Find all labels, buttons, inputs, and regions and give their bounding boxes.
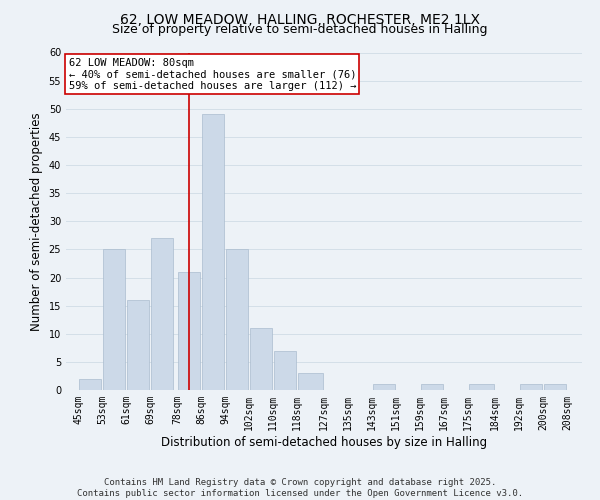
Bar	[373, 384, 395, 390]
Bar	[274, 350, 296, 390]
Bar	[79, 379, 101, 390]
Bar	[544, 384, 566, 390]
Text: 62, LOW MEADOW, HALLING, ROCHESTER, ME2 1LX: 62, LOW MEADOW, HALLING, ROCHESTER, ME2 …	[120, 12, 480, 26]
Bar	[103, 250, 125, 390]
Bar	[469, 384, 494, 390]
Bar	[151, 238, 173, 390]
Bar	[226, 250, 248, 390]
Text: Size of property relative to semi-detached houses in Halling: Size of property relative to semi-detach…	[112, 22, 488, 36]
Y-axis label: Number of semi-detached properties: Number of semi-detached properties	[30, 112, 43, 330]
Bar	[250, 328, 272, 390]
Text: 62 LOW MEADOW: 80sqm
← 40% of semi-detached houses are smaller (76)
59% of semi-: 62 LOW MEADOW: 80sqm ← 40% of semi-detac…	[68, 58, 356, 91]
Bar	[202, 114, 224, 390]
X-axis label: Distribution of semi-detached houses by size in Halling: Distribution of semi-detached houses by …	[161, 436, 487, 448]
Bar	[421, 384, 443, 390]
Text: Contains HM Land Registry data © Crown copyright and database right 2025.
Contai: Contains HM Land Registry data © Crown c…	[77, 478, 523, 498]
Bar	[127, 300, 149, 390]
Bar	[520, 384, 542, 390]
Bar	[298, 373, 323, 390]
Bar	[178, 272, 200, 390]
